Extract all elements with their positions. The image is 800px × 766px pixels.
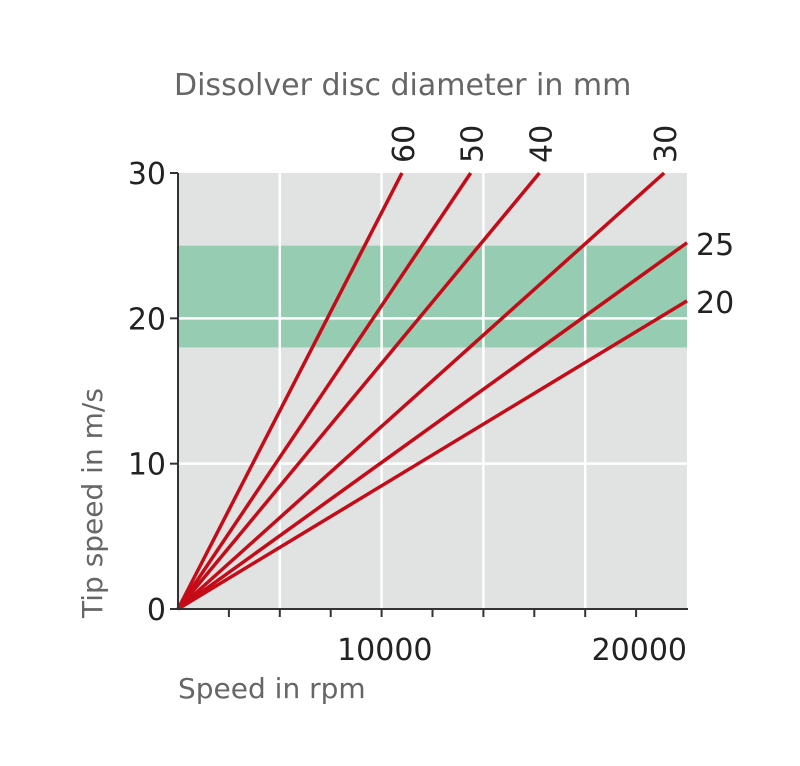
y-axis-label: Tip speed in m/s — [76, 388, 109, 619]
series-label-30: 30 — [649, 125, 684, 163]
x-tick-label: 20000 — [592, 633, 687, 668]
tick-labels: 0 10 20 30 10000 20000 — [128, 157, 687, 668]
series-labels: 60 50 40 30 25 20 — [387, 125, 734, 321]
plot-background — [178, 173, 687, 609]
series-line-30 — [176, 171, 666, 611]
series-label-25: 25 — [696, 228, 734, 263]
series-line-20 — [177, 299, 688, 611]
y-tick-label: 10 — [128, 448, 166, 483]
x-tick-label: 10000 — [337, 633, 432, 668]
series-line-50 — [176, 172, 473, 610]
series-label-40: 40 — [524, 125, 559, 163]
y-tick-label: 0 — [147, 593, 166, 628]
series-label-60: 60 — [387, 125, 422, 163]
y-tick-label: 20 — [128, 302, 166, 337]
series-line-25 — [176, 241, 689, 611]
highlight-band — [178, 245, 687, 348]
chart-title: Dissolver disc diameter in mm — [174, 68, 631, 103]
axes — [170, 172, 688, 617]
series-line-60 — [176, 172, 404, 610]
x-axis-label: Speed in rpm — [178, 672, 366, 705]
series-lines — [176, 171, 689, 611]
series-label-20: 20 — [696, 286, 734, 321]
y-tick-label: 30 — [128, 157, 166, 192]
series-label-50: 50 — [456, 125, 491, 163]
series-line-40 — [176, 171, 541, 611]
